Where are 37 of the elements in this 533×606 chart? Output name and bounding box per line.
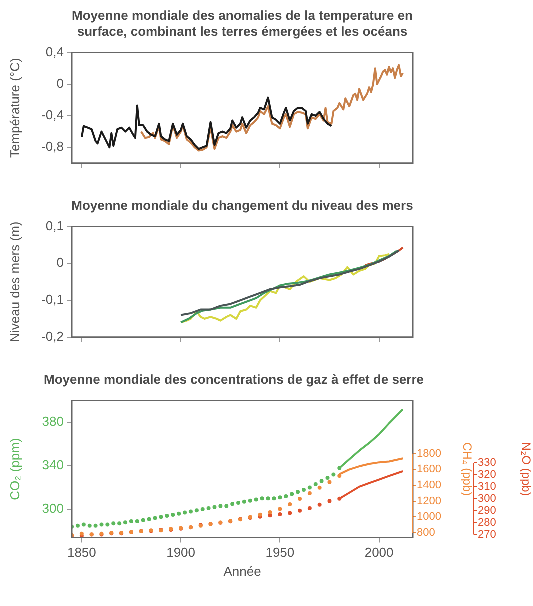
y-tick-label: -0,4: [42, 108, 64, 123]
x-tick-label: 1900: [166, 545, 196, 560]
y3-tick-label: 300: [478, 492, 496, 505]
y-tick-label: -0,8: [42, 139, 64, 154]
chart-title: Moyenne mondiale des concentrations de gaz à effet de serre: [44, 372, 425, 388]
y3-tick-label: 330: [478, 457, 496, 470]
chart-title: Moyenne mondiale des anomalies de la temperature en surface, combinant les terres émergées et les océans: [71, 8, 414, 40]
y-tick-label: -0,1: [42, 292, 64, 308]
x-tick-label: 2000: [364, 545, 394, 560]
y-axis-title: Température (°C): [7, 58, 22, 158]
y-tick-label: 0,4: [46, 44, 64, 60]
y-axis-title: CO₂ (ppm): [7, 438, 22, 500]
y2-tick-label: 1400: [417, 480, 442, 492]
y2-tick-label: 800: [417, 527, 436, 540]
y-axis-title: Niveau des mers (m): [7, 222, 22, 342]
y-tick-label: 380: [42, 414, 64, 430]
y-tick-label: -0,2: [42, 328, 64, 344]
y3-axis-title: N₂O (ppb): [519, 442, 533, 496]
y-tick-label: 300: [42, 501, 64, 516]
y3-tick-label: 280: [478, 516, 496, 529]
x-tick-label: 1950: [266, 545, 295, 560]
y2-tick-label: 1200: [417, 495, 442, 508]
y2-tick-label: 1000: [417, 511, 442, 524]
y2-tick-label: 1600: [417, 464, 442, 476]
y3-tick-label: 270: [478, 528, 496, 541]
y3-tick-label: 290: [478, 504, 496, 517]
y2-axis-title: CH₄ (ppb): [460, 442, 474, 496]
y-tick-label: 340: [42, 458, 64, 473]
y3-tick-label: 320: [478, 469, 496, 482]
y-tick-label: 0: [56, 255, 64, 270]
y-tick-label: 0: [56, 76, 64, 91]
y3-tick-label: 310: [478, 480, 496, 493]
chart-title: Moyenne mondiale du changement du niveau des mers: [70, 198, 414, 214]
x-tick-label: 1850: [67, 545, 96, 560]
y-tick-label: 0,1: [46, 218, 64, 234]
y2-tick-label: 1800: [417, 448, 442, 460]
x-axis-title: Année: [224, 564, 262, 579]
